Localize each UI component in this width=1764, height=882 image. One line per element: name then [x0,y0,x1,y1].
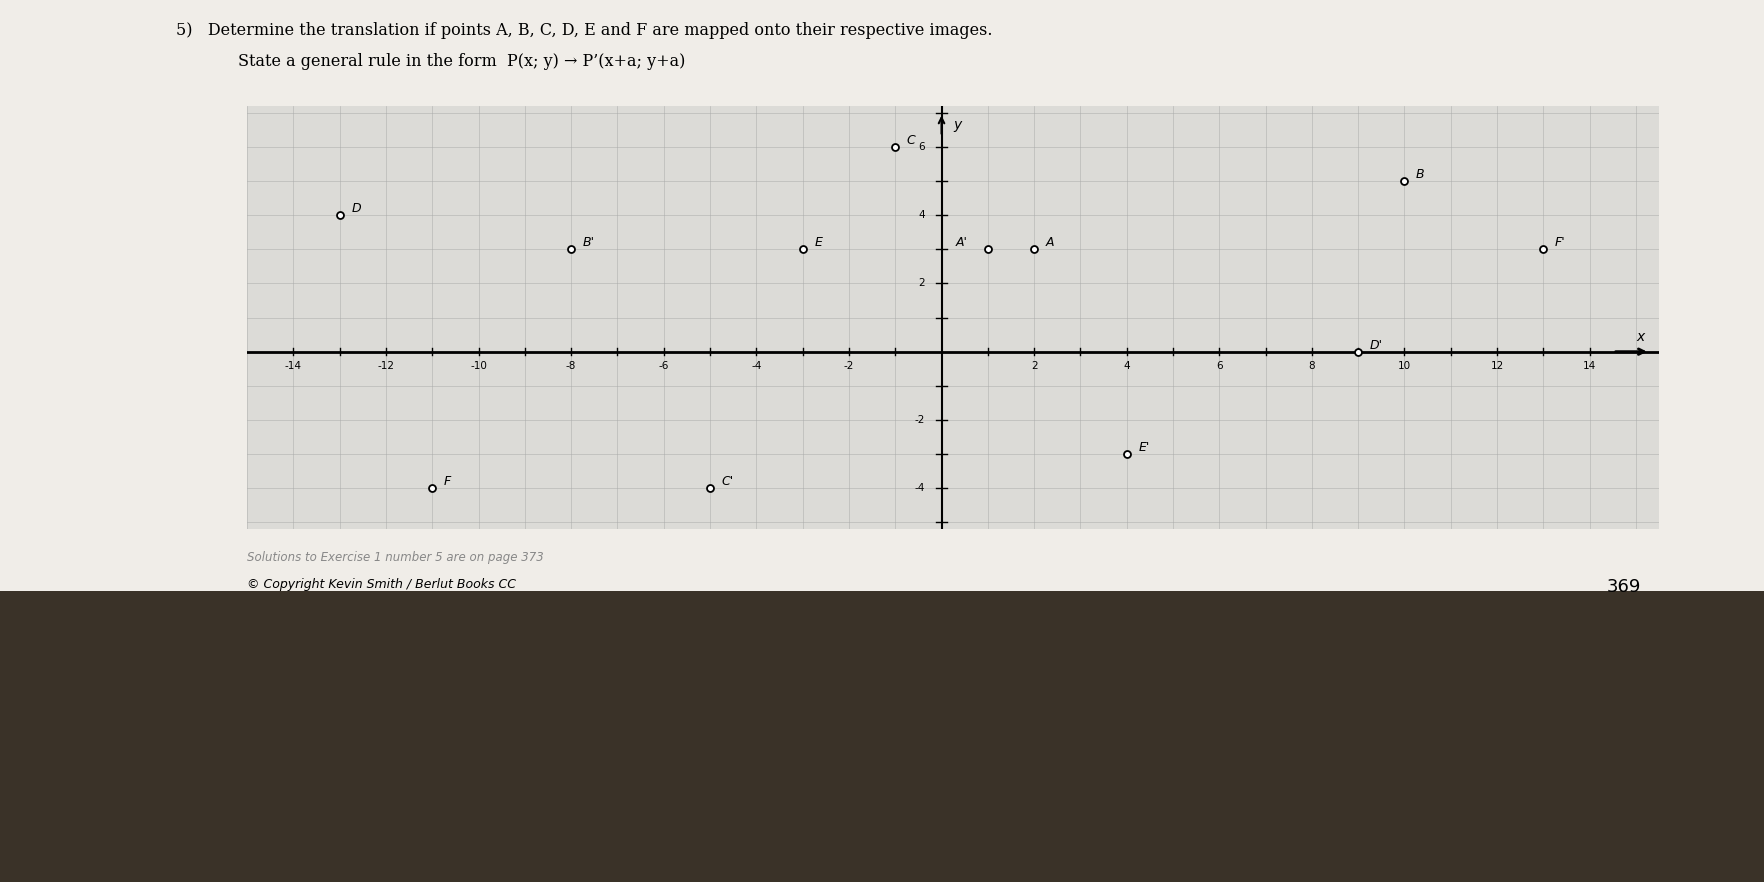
Text: C': C' [721,475,734,489]
Text: B': B' [582,236,594,250]
Text: D': D' [1369,339,1381,352]
Text: 2: 2 [1030,362,1037,371]
Text: 369: 369 [1607,578,1641,595]
Text: 6: 6 [919,142,924,152]
Text: -4: -4 [914,483,924,493]
Text: C: C [907,134,916,146]
Text: 4: 4 [919,210,924,220]
Text: 6: 6 [1215,362,1222,371]
Text: Solutions to Exercise 1 number 5 are on page 373: Solutions to Exercise 1 number 5 are on … [247,551,543,564]
Text: -4: -4 [751,362,760,371]
Text: E: E [813,236,822,250]
Text: 2: 2 [919,279,924,288]
Text: 12: 12 [1489,362,1503,371]
Text: © Copyright Kevin Smith / Berlut Books CC: © Copyright Kevin Smith / Berlut Books C… [247,578,515,591]
Text: -2: -2 [843,362,854,371]
Text: -8: -8 [566,362,577,371]
Text: 5)   Determine the translation if points A, B, C, D, E and F are mapped onto the: 5) Determine the translation if points A… [176,22,993,39]
Text: -10: -10 [469,362,487,371]
Text: F': F' [1554,236,1565,250]
Text: -6: -6 [658,362,669,371]
Text: 14: 14 [1582,362,1595,371]
Text: 8: 8 [1307,362,1314,371]
Text: B: B [1415,168,1424,181]
Text: State a general rule in the form  P(x; y) → P’(x+a; y+a): State a general rule in the form P(x; y)… [238,53,684,70]
Text: -2: -2 [914,415,924,425]
Text: -12: -12 [377,362,395,371]
Text: 10: 10 [1397,362,1409,371]
Text: x: x [1635,330,1644,344]
Text: A: A [1044,236,1053,250]
Text: -14: -14 [284,362,302,371]
Text: A': A' [954,236,967,250]
Text: F: F [443,475,452,489]
Text: D: D [351,202,360,215]
Text: 4: 4 [1122,362,1129,371]
Text: y: y [953,118,961,131]
Text: E': E' [1138,441,1148,454]
